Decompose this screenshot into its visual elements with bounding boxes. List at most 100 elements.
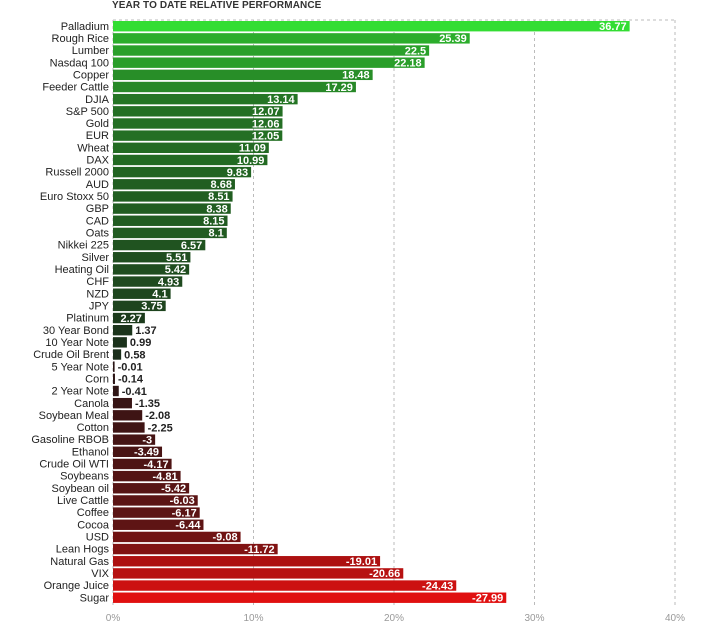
bar [113, 21, 630, 32]
category-label: Crude Oil Brent [33, 349, 109, 361]
data-label: 9.83 [227, 167, 248, 179]
category-label: Soybeans [60, 471, 109, 483]
category-label: Coffee [77, 507, 109, 519]
data-label: 8.15 [203, 216, 224, 228]
bar [113, 483, 190, 494]
data-label: 0.58 [124, 349, 145, 361]
category-label: Corn [85, 373, 109, 385]
category-label: Nikkei 225 [58, 240, 109, 252]
data-label: -0.41 [122, 386, 147, 398]
bar [113, 57, 425, 68]
bar [113, 203, 231, 214]
category-label: DJIA [85, 94, 110, 106]
bar [113, 325, 133, 336]
category-label: NZD [86, 288, 109, 300]
category-label: Euro Stoxx 50 [40, 191, 109, 203]
category-label: Feeder Cattle [42, 82, 109, 94]
category-label: Orange Juice [44, 580, 109, 592]
bar [113, 179, 235, 190]
category-label: Soybean Meal [39, 410, 109, 422]
category-label: Lumber [72, 45, 110, 57]
x-tick-label: 0% [106, 613, 121, 624]
data-label: 12.06 [252, 118, 280, 130]
bar [113, 543, 278, 555]
category-label: Gasoline RBOB [31, 434, 109, 446]
bar [113, 434, 156, 445]
data-label: 8.1 [209, 228, 224, 240]
bar [113, 191, 233, 202]
bar [113, 397, 132, 409]
bar [113, 385, 119, 397]
bar [113, 130, 283, 141]
bar [113, 495, 198, 506]
category-label: Sugar [80, 592, 110, 604]
data-label: 6.57 [181, 240, 202, 252]
bar [113, 458, 172, 470]
data-label: 18.48 [342, 70, 370, 82]
category-label: Platinum [66, 313, 109, 325]
bar [113, 45, 430, 56]
bar [113, 118, 283, 129]
data-label: 11.09 [239, 143, 266, 155]
bar [113, 519, 204, 530]
bar [113, 373, 115, 385]
bar [113, 556, 381, 567]
data-label: -4.81 [153, 471, 178, 483]
data-label: 22.18 [394, 57, 422, 69]
category-label: GBP [86, 203, 109, 215]
category-label: Palladium [61, 21, 109, 33]
data-label: -19.01 [346, 556, 377, 568]
bar [113, 166, 252, 178]
bar [113, 276, 183, 287]
category-label: 5 Year Note [52, 361, 110, 373]
bar [113, 410, 143, 421]
bar [113, 337, 127, 348]
data-label: -9.08 [212, 532, 237, 544]
data-label: -4.17 [144, 459, 169, 471]
data-label: 8.68 [211, 179, 232, 191]
category-label: Ethanol [72, 446, 109, 458]
category-label: Russell 2000 [45, 167, 109, 179]
bar [113, 568, 404, 579]
data-label: -24.43 [422, 580, 453, 592]
x-tick-label: 10% [243, 613, 263, 624]
data-label: -2.08 [145, 410, 170, 422]
bar [113, 422, 145, 433]
category-label: CAD [86, 215, 109, 227]
bar [113, 361, 115, 372]
data-label: 3.75 [141, 301, 162, 313]
data-label: -6.17 [172, 507, 197, 519]
category-label: Cocoa [77, 519, 110, 531]
data-label: 5.51 [166, 252, 187, 264]
bar [113, 33, 470, 44]
category-label: Cotton [77, 422, 109, 434]
category-label: AUD [86, 179, 109, 191]
data-label: -0.01 [118, 361, 143, 373]
data-label: -6.44 [175, 520, 201, 532]
data-label: -2.25 [148, 422, 173, 434]
category-label: EUR [86, 130, 109, 142]
bar [113, 580, 457, 591]
category-label: Canola [74, 398, 110, 410]
category-label: USD [86, 532, 109, 544]
bar [113, 264, 190, 275]
category-label: JPY [89, 300, 110, 312]
bar [113, 81, 356, 93]
data-label: 5.42 [165, 264, 186, 276]
bar [113, 349, 122, 360]
category-label: 2 Year Note [52, 386, 110, 398]
bar [113, 154, 268, 166]
bar [113, 215, 228, 226]
data-label: -1.35 [135, 398, 160, 410]
data-label: 10.99 [237, 155, 265, 167]
category-label: Silver [81, 252, 109, 264]
category-label: Live Cattle [57, 495, 109, 507]
bar [113, 507, 200, 518]
bar [113, 531, 241, 543]
data-label: -11.72 [244, 544, 275, 556]
data-label: 17.29 [325, 82, 353, 94]
bar [113, 142, 269, 153]
category-label: Heating Oil [55, 264, 109, 276]
data-label: 0.99 [130, 337, 151, 349]
data-label: 4.93 [158, 276, 179, 288]
